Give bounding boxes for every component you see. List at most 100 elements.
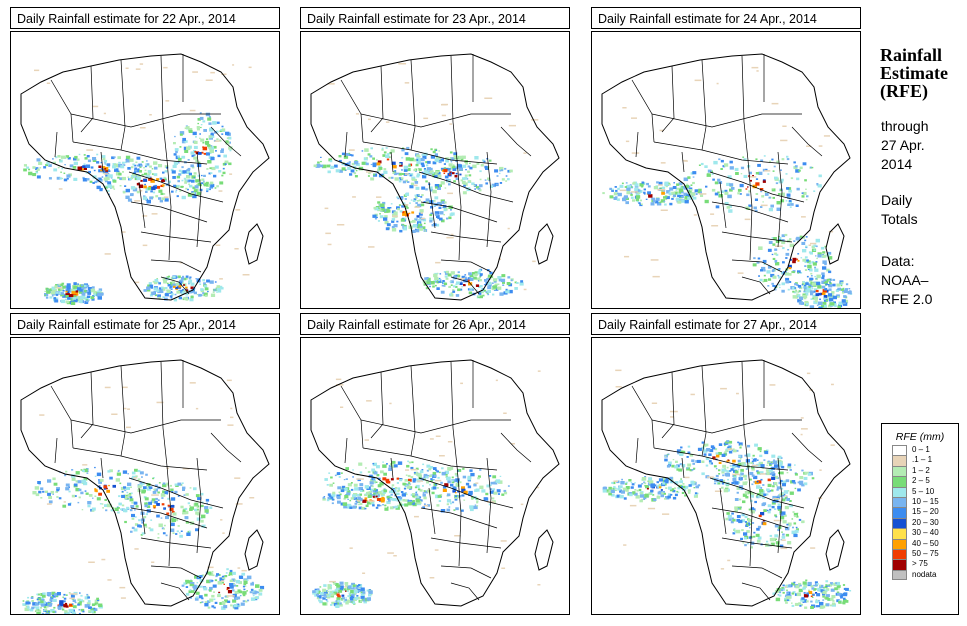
country-border xyxy=(661,65,675,133)
country-border xyxy=(166,159,172,261)
country-border xyxy=(418,171,514,203)
country-border xyxy=(196,151,202,248)
panel-title: Daily Rainfall estimate for 24 Apr., 201… xyxy=(591,7,861,29)
legend-label: 50 – 75 xyxy=(912,548,939,558)
legend-swatch xyxy=(892,507,907,518)
country-border xyxy=(709,171,805,203)
country-border xyxy=(709,477,805,509)
legend-label: 10 – 15 xyxy=(912,496,939,506)
africa-map-svg xyxy=(601,359,852,609)
country-border xyxy=(130,201,208,223)
country-border xyxy=(430,231,502,243)
rainfall-field xyxy=(23,63,252,305)
africa-map-svg xyxy=(310,359,560,608)
country-border xyxy=(54,131,58,158)
country-border xyxy=(661,371,675,439)
country-border xyxy=(741,276,771,295)
coastline xyxy=(20,359,270,607)
map-panel-1: Daily Rainfall estimate for 22 Apr., 201… xyxy=(10,7,282,309)
country-border xyxy=(100,457,104,479)
through-label: through xyxy=(881,118,929,134)
map-panel-4: Daily Rainfall estimate for 25 Apr., 201… xyxy=(10,313,282,615)
legend-item: 10 – 15 xyxy=(882,496,958,508)
data-source-line: NOAA– xyxy=(881,272,929,288)
country-border xyxy=(362,447,498,471)
country-border xyxy=(50,79,74,143)
country-border xyxy=(344,437,348,464)
country-border xyxy=(500,126,532,157)
rainfall-field xyxy=(22,379,265,614)
country-border xyxy=(747,465,753,567)
through-block: through 27 Apr. 2014 xyxy=(881,117,928,174)
through-date: 27 Apr. xyxy=(881,137,925,153)
country-border xyxy=(500,432,532,463)
legend-item: 30 – 40 xyxy=(882,528,958,539)
legend-label: 15 – 20 xyxy=(912,507,939,517)
rainfall-map xyxy=(10,31,280,309)
legend-item: 40 – 50 xyxy=(882,538,958,549)
coastline xyxy=(310,359,560,607)
country-border xyxy=(140,231,212,243)
country-border xyxy=(140,537,212,549)
country-border xyxy=(370,371,384,439)
country-border xyxy=(340,385,364,449)
country-border xyxy=(360,419,511,434)
legend-item: 1 – 2 xyxy=(882,465,958,477)
country-border xyxy=(120,59,126,151)
data-source-line: RFE 2.0 xyxy=(881,291,933,307)
country-border xyxy=(344,131,348,158)
country-border xyxy=(72,447,208,471)
legend-item: nodata xyxy=(882,569,958,581)
legend-swatch xyxy=(892,465,907,477)
country-border xyxy=(711,201,789,223)
country-border xyxy=(450,582,480,601)
data-source-block: Data: NOAA– RFE 2.0 xyxy=(881,252,932,309)
country-border xyxy=(721,231,793,243)
country-border xyxy=(50,385,74,449)
country-border xyxy=(651,113,802,128)
legend-swatch xyxy=(892,476,907,487)
country-border xyxy=(138,181,146,229)
legend-label: 2 – 5 xyxy=(912,476,930,486)
country-border xyxy=(410,59,416,151)
panel-title: Daily Rainfall estimate for 22 Apr., 201… xyxy=(10,7,280,29)
country-border xyxy=(741,361,749,467)
coastline xyxy=(20,53,270,301)
country-border xyxy=(70,419,221,434)
country-border xyxy=(791,126,823,157)
title-line: (RFE) xyxy=(880,81,928,101)
legend-item: > 75 xyxy=(882,559,958,570)
country-border xyxy=(651,419,802,434)
legend-swatch xyxy=(892,486,907,497)
country-border xyxy=(711,507,789,529)
panel-title: Daily Rainfall estimate for 23 Apr., 201… xyxy=(300,7,570,29)
legend-label: 5 – 10 xyxy=(912,486,935,496)
coastline xyxy=(601,359,851,607)
legend-swatch xyxy=(892,517,907,529)
country-border xyxy=(486,151,492,248)
africa-map-svg xyxy=(20,359,270,614)
africa-map-svg xyxy=(310,53,560,301)
totals-line: Totals xyxy=(881,211,918,227)
rainfall-map xyxy=(300,31,570,309)
africa-map-svg xyxy=(601,53,853,308)
rainfall-field xyxy=(312,370,541,608)
country-border xyxy=(196,457,202,554)
country-border xyxy=(747,159,753,261)
madagascar-outline xyxy=(244,223,264,265)
legend-label: 20 – 30 xyxy=(912,517,939,527)
country-border xyxy=(420,507,498,529)
country-border xyxy=(100,151,104,173)
legend-label: > 75 xyxy=(912,559,928,569)
madagascar-outline xyxy=(825,529,845,571)
country-border xyxy=(160,361,168,467)
africa-map-svg xyxy=(20,53,270,305)
country-border xyxy=(120,365,126,457)
legend-swatch xyxy=(892,569,907,581)
panel-title: Daily Rainfall estimate for 26 Apr., 201… xyxy=(300,313,570,335)
country-border xyxy=(701,59,707,151)
legend-label: nodata xyxy=(912,569,937,579)
country-border xyxy=(777,457,783,554)
through-year: 2014 xyxy=(881,156,913,172)
